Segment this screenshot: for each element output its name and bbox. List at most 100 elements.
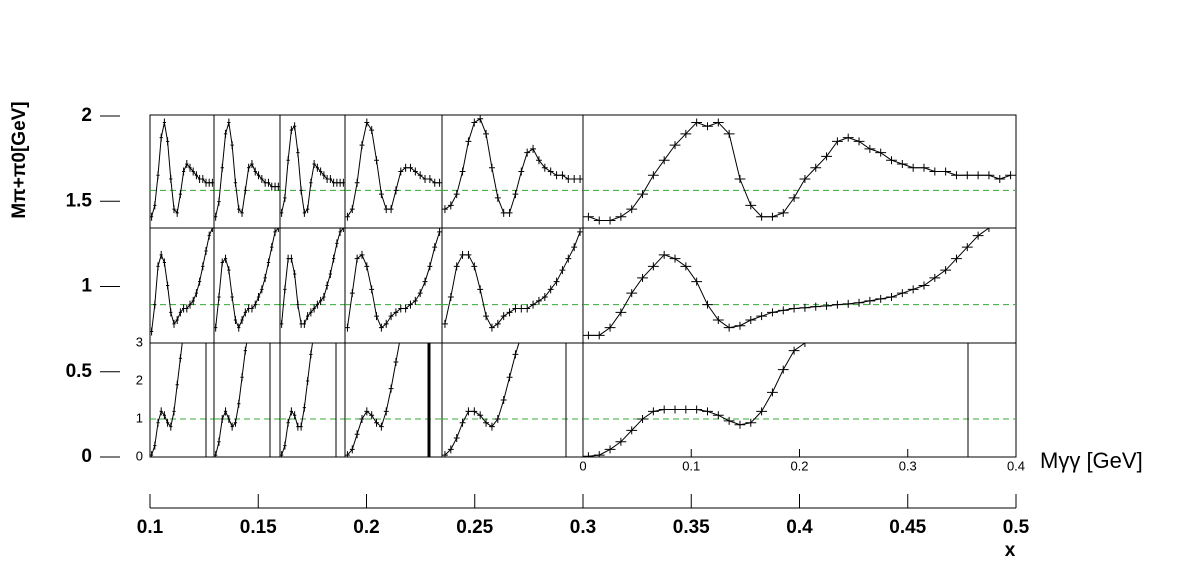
data-point: [256, 293, 261, 301]
data-point: [437, 178, 442, 187]
y-tick-label: 0.5: [66, 361, 93, 382]
data-point: [263, 273, 267, 282]
data-point: [565, 175, 572, 184]
data-point: [185, 159, 189, 168]
data-point: [615, 437, 627, 446]
panel: [214, 228, 280, 332]
data-point: [647, 407, 659, 416]
data-point: [166, 418, 170, 427]
data-point: [283, 285, 287, 294]
data-point: [637, 273, 648, 282]
data-point: [907, 285, 919, 294]
data-point: [788, 304, 800, 313]
data-point: [325, 175, 329, 184]
data-point: [364, 262, 370, 271]
data-point: [524, 148, 531, 157]
data-point: [907, 163, 919, 172]
data-point: [210, 178, 214, 187]
data-point: [201, 175, 205, 184]
data-point: [263, 178, 267, 187]
data-point: [559, 171, 566, 180]
data-point: [217, 437, 221, 446]
data-point: [626, 205, 638, 214]
data-point: [383, 319, 389, 328]
data-point: [1005, 171, 1016, 180]
data-point: [335, 239, 339, 248]
y-axis-title: Mπ+π0[GeV]: [9, 101, 30, 218]
data-point: [500, 312, 507, 321]
data-point: [201, 262, 205, 271]
data-point: [471, 262, 478, 271]
data-point: [512, 350, 519, 359]
data-point: [312, 159, 316, 168]
data-point: [756, 312, 768, 321]
data-point: [518, 331, 524, 339]
data-point: [453, 262, 460, 271]
panel-frame: [279, 342, 346, 458]
data-point: [669, 141, 681, 150]
data-point: [194, 289, 198, 298]
data-point: [178, 308, 182, 317]
data-point: [604, 216, 616, 225]
data-point: [182, 304, 186, 313]
data-point: [217, 197, 221, 206]
data-point: [453, 190, 460, 199]
x-tick-label: 0.15: [240, 517, 277, 538]
panel: [583, 343, 1016, 457]
data-point: [198, 277, 202, 286]
data-point: [156, 418, 160, 427]
panel-y-tick-label: 1: [136, 410, 143, 425]
data-point: [240, 373, 244, 382]
data-point: [518, 304, 525, 313]
data-point: [477, 115, 484, 123]
panel: [442, 115, 583, 217]
data-point: [853, 137, 865, 146]
data-point: [296, 300, 300, 309]
data-point: [185, 304, 189, 313]
data-point: [247, 163, 251, 172]
x-tick-label: 0.4: [786, 517, 813, 538]
data-point: [669, 405, 681, 414]
y-tick-label: 0: [81, 446, 92, 467]
panel: [345, 343, 442, 457]
data-point: [940, 167, 952, 176]
data-point: [250, 304, 254, 313]
data-point: [767, 308, 778, 317]
data-point: [378, 422, 384, 431]
data-point: [253, 300, 257, 309]
data-point: [518, 167, 525, 176]
data-point: [842, 133, 854, 142]
data-point: [359, 415, 365, 423]
data-point: [223, 407, 228, 416]
data-point: [483, 129, 489, 138]
data-point: [332, 254, 336, 263]
data-point: [250, 159, 254, 168]
data-point: [338, 228, 342, 236]
data-point: [547, 167, 554, 176]
panel: [280, 228, 345, 328]
data-point: [214, 212, 218, 221]
data-point: [559, 266, 566, 275]
data-point: [296, 148, 300, 157]
data-point: [341, 178, 345, 187]
data-point: [626, 426, 638, 435]
data-point: [810, 163, 822, 172]
data-point: [260, 285, 264, 294]
data-point: [162, 258, 166, 267]
data-point: [283, 193, 287, 202]
histogram-line: [444, 118, 581, 214]
data-point: [227, 266, 231, 275]
data-point: [477, 411, 484, 420]
data-point: [417, 171, 423, 180]
data-point: [983, 171, 995, 180]
data-point: [220, 258, 224, 267]
data-point: [788, 346, 800, 355]
data-point: [150, 212, 154, 221]
data-point: [159, 133, 163, 142]
data-point: [432, 243, 438, 252]
data-point: [723, 416, 735, 425]
data-point: [658, 156, 670, 165]
data-point: [359, 250, 365, 259]
data-point: [374, 156, 379, 165]
data-point: [553, 277, 560, 286]
